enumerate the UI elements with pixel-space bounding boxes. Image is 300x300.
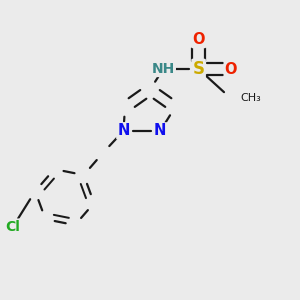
Text: N: N [154,123,167,138]
Text: O: O [225,61,237,76]
Text: NH: NH [152,62,175,76]
Text: N: N [117,123,130,138]
Text: Cl: Cl [6,220,20,234]
Text: O: O [192,32,205,47]
Text: CH₃: CH₃ [240,94,261,103]
Text: S: S [193,60,205,78]
